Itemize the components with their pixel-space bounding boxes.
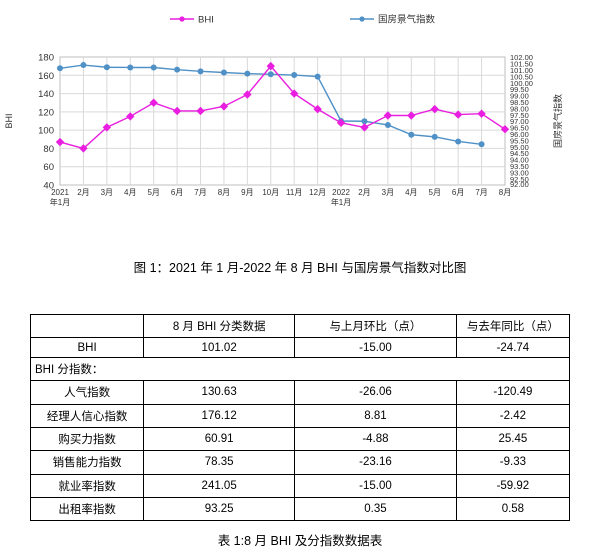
svg-text:7月: 7月 [475, 188, 487, 197]
svg-text:140: 140 [38, 89, 54, 100]
svg-text:6月: 6月 [171, 188, 183, 197]
svg-text:3月: 3月 [382, 188, 394, 197]
svg-text:国房景气指数: 国房景气指数 [552, 94, 563, 148]
svg-text:8月: 8月 [218, 188, 230, 197]
svg-text:100: 100 [38, 126, 54, 137]
svg-text:7月: 7月 [194, 188, 206, 197]
svg-text:12月: 12月 [309, 188, 326, 197]
svg-text:80: 80 [43, 144, 54, 155]
svg-text:年1月: 年1月 [50, 197, 70, 207]
svg-text:2月: 2月 [358, 188, 370, 197]
svg-text:3月: 3月 [101, 188, 113, 197]
svg-text:2月: 2月 [77, 188, 89, 197]
svg-text:180: 180 [38, 53, 54, 64]
svg-text:BHI: BHI [198, 15, 214, 26]
svg-text:5月: 5月 [147, 188, 159, 197]
svg-text:6月: 6月 [452, 188, 464, 197]
svg-text:BHI: BHI [4, 113, 14, 128]
svg-text:4月: 4月 [405, 188, 417, 197]
svg-text:92.00: 92.00 [510, 180, 529, 189]
svg-text:4月: 4月 [124, 188, 136, 197]
svg-text:5月: 5月 [429, 188, 441, 197]
svg-text:8月: 8月 [499, 188, 511, 197]
svg-text:9月: 9月 [241, 188, 253, 197]
svg-text:10月: 10月 [262, 188, 279, 197]
svg-text:60: 60 [43, 162, 54, 173]
svg-text:年1月: 年1月 [331, 197, 351, 207]
svg-text:2021: 2021 [51, 188, 69, 197]
svg-text:11月: 11月 [286, 188, 302, 197]
svg-text:160: 160 [38, 71, 54, 82]
svg-text:2022: 2022 [332, 188, 350, 197]
svg-text:国房景气指数: 国房景气指数 [378, 14, 436, 26]
svg-text:120: 120 [38, 107, 54, 118]
